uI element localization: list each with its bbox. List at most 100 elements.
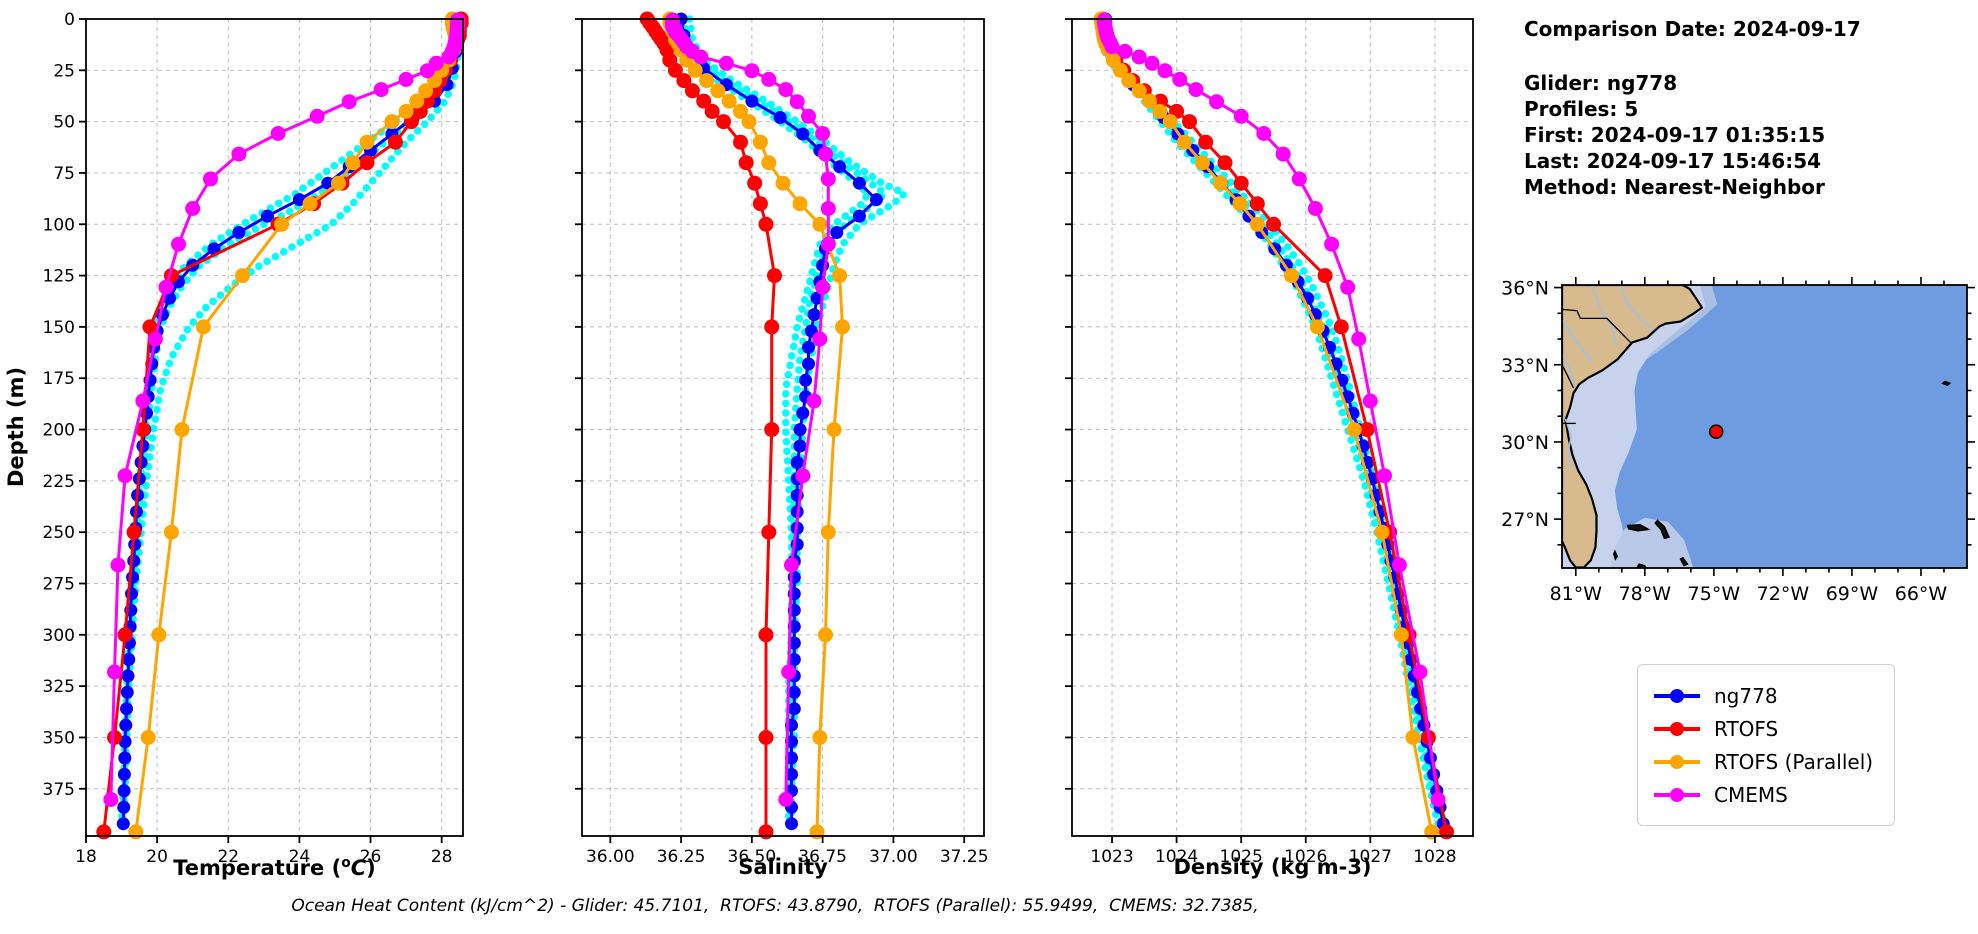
svg-text:36.00: 36.00 [586,847,635,867]
river [1591,285,1617,347]
rtofs-parallel-line-marker-icon [1654,754,1700,769]
comparison-info-block: Comparison Date: 2024-09-17 Glider: ng77… [1524,16,1861,200]
svg-text:18: 18 [75,847,97,867]
svg-text:375: 375 [43,780,75,800]
salinity-grid [582,18,984,836]
svg-text:1028: 1028 [1413,847,1456,867]
state-border [1562,308,1632,344]
legend-item-rtofs: RTOFS [1654,712,1878,745]
svg-text:75: 75 [53,164,75,184]
svg-text:26: 26 [360,847,382,867]
svg-text:125: 125 [43,267,75,287]
svg-text:28: 28 [431,847,453,867]
svg-text:350: 350 [43,728,75,748]
temperature-axis-label: Temperature (oC) [86,855,463,880]
salinity-series-cmems [665,12,836,807]
salinity-glider-raw-1 [674,15,872,828]
state-border [1562,364,1575,389]
depth-axis-label: Depth (m) [4,366,28,488]
svg-text:1024: 1024 [1155,847,1198,867]
map-lon-tick-label: 72°W [1757,583,1810,605]
legend-label: CMEMS [1714,782,1788,807]
map-lat-tick-label: 36°N [1501,278,1549,300]
first-profile-time: First: 2024-09-17 01:35:15 [1524,123,1826,147]
svg-text:1027: 1027 [1349,847,1392,867]
map-lon-tick-label: 81°W [1550,583,1603,605]
svg-text:36.25: 36.25 [657,847,706,867]
rtofs-line-marker-icon [1654,721,1700,736]
svg-text:36.75: 36.75 [798,847,847,867]
density-series-cmems [1096,12,1446,807]
svg-text:200: 200 [43,421,75,441]
river [1619,285,1654,331]
legend: ng778 RTOFS RTOFS (Parallel) CMEMS [1637,664,1895,826]
map-area [1562,285,1967,568]
svg-text:0: 0 [64,10,75,30]
density-panel: 1023 1024 1025 1026 1027 1028 [1065,11,1474,867]
map-lat-tick-label: 27°N [1501,509,1549,531]
island [1654,519,1671,540]
svg-text:24: 24 [289,847,311,867]
svg-text:50: 50 [53,113,75,133]
legend-label: ng778 [1714,683,1778,708]
svg-text:37.25: 37.25 [940,847,989,867]
svg-text:36.50: 36.50 [728,847,777,867]
bahama-bank [1610,517,1694,568]
temperature-axis-label-sup: o [341,855,351,871]
legend-label: RTOFS [1714,716,1779,741]
svg-text:300: 300 [43,626,75,646]
map-lon-tick-label: 75°W [1688,583,1741,605]
comparison-date: Comparison Date: 2024-09-17 [1524,17,1861,41]
cmems-line-marker-icon [1654,787,1700,802]
island [1635,563,1647,568]
glider-name: Glider: ng778 [1524,71,1678,95]
river [1562,319,1593,363]
last-profile-time: Last: 2024-09-17 15:46:54 [1524,149,1822,173]
svg-text:25: 25 [53,61,75,81]
density-axis-label: Density (kg m-3) [1173,855,1372,879]
map-lon-tick-label: 66°W [1895,583,1948,605]
svg-text:250: 250 [43,523,75,543]
map-lat-tick-label: 30°N [1501,432,1549,454]
svg-text:1025: 1025 [1220,847,1263,867]
temperature-axis-label-text: Temperature ( [173,856,342,880]
island [1679,556,1689,567]
ocean-heat-content-footer: Ocean Heat Content (kJ/cm^2) - Glider: 4… [291,896,1259,916]
svg-text:1026: 1026 [1284,847,1327,867]
svg-text:20: 20 [146,847,168,867]
salinity-axis-label: Salinity [738,855,828,879]
svg-text:150: 150 [43,318,75,338]
temperature-axis-label-unit: C [350,856,367,880]
salinity-series-rtofs [639,11,782,840]
svg-text:325: 325 [43,677,75,697]
salinity-panel: 36.00 36.25 36.50 36.75 37.00 37.25 [575,11,989,867]
island [1941,380,1952,387]
map-lat-tick-label: 33°N [1501,355,1549,377]
svg-text:175: 175 [43,369,75,389]
legend-item-cmems: CMEMS [1654,778,1878,811]
map-lon-tick-label: 78°W [1619,583,1672,605]
svg-text:225: 225 [43,472,75,492]
ng778-line-marker-icon [1654,688,1700,703]
river [1564,418,1574,471]
profiles-count: Profiles: 5 [1524,97,1639,121]
map-lon-tick-label: 69°W [1826,583,1879,605]
svg-text:275: 275 [43,575,75,595]
temperature-series-cmems [103,12,466,807]
legend-item-ng778: ng778 [1654,679,1878,712]
svg-text:1023: 1023 [1090,847,1133,867]
coastline-land [1562,285,1703,568]
svg-text:37.00: 37.00 [869,847,918,867]
island [1613,549,1619,561]
svg-text:100: 100 [43,215,75,235]
legend-label: RTOFS (Parallel) [1714,749,1874,774]
svg-text:22: 22 [217,847,239,867]
temperature-axis-label-close: ) [366,856,376,880]
comparison-method: Method: Nearest-Neighbor [1524,175,1825,199]
temperature-panel: 18 20 22 24 26 28 0 25 50 75 100 125 150 175 200 225 250… [43,10,469,867]
glider-location-marker [1708,424,1724,439]
legend-item-rtofs-parallel: RTOFS (Parallel) [1654,745,1878,778]
